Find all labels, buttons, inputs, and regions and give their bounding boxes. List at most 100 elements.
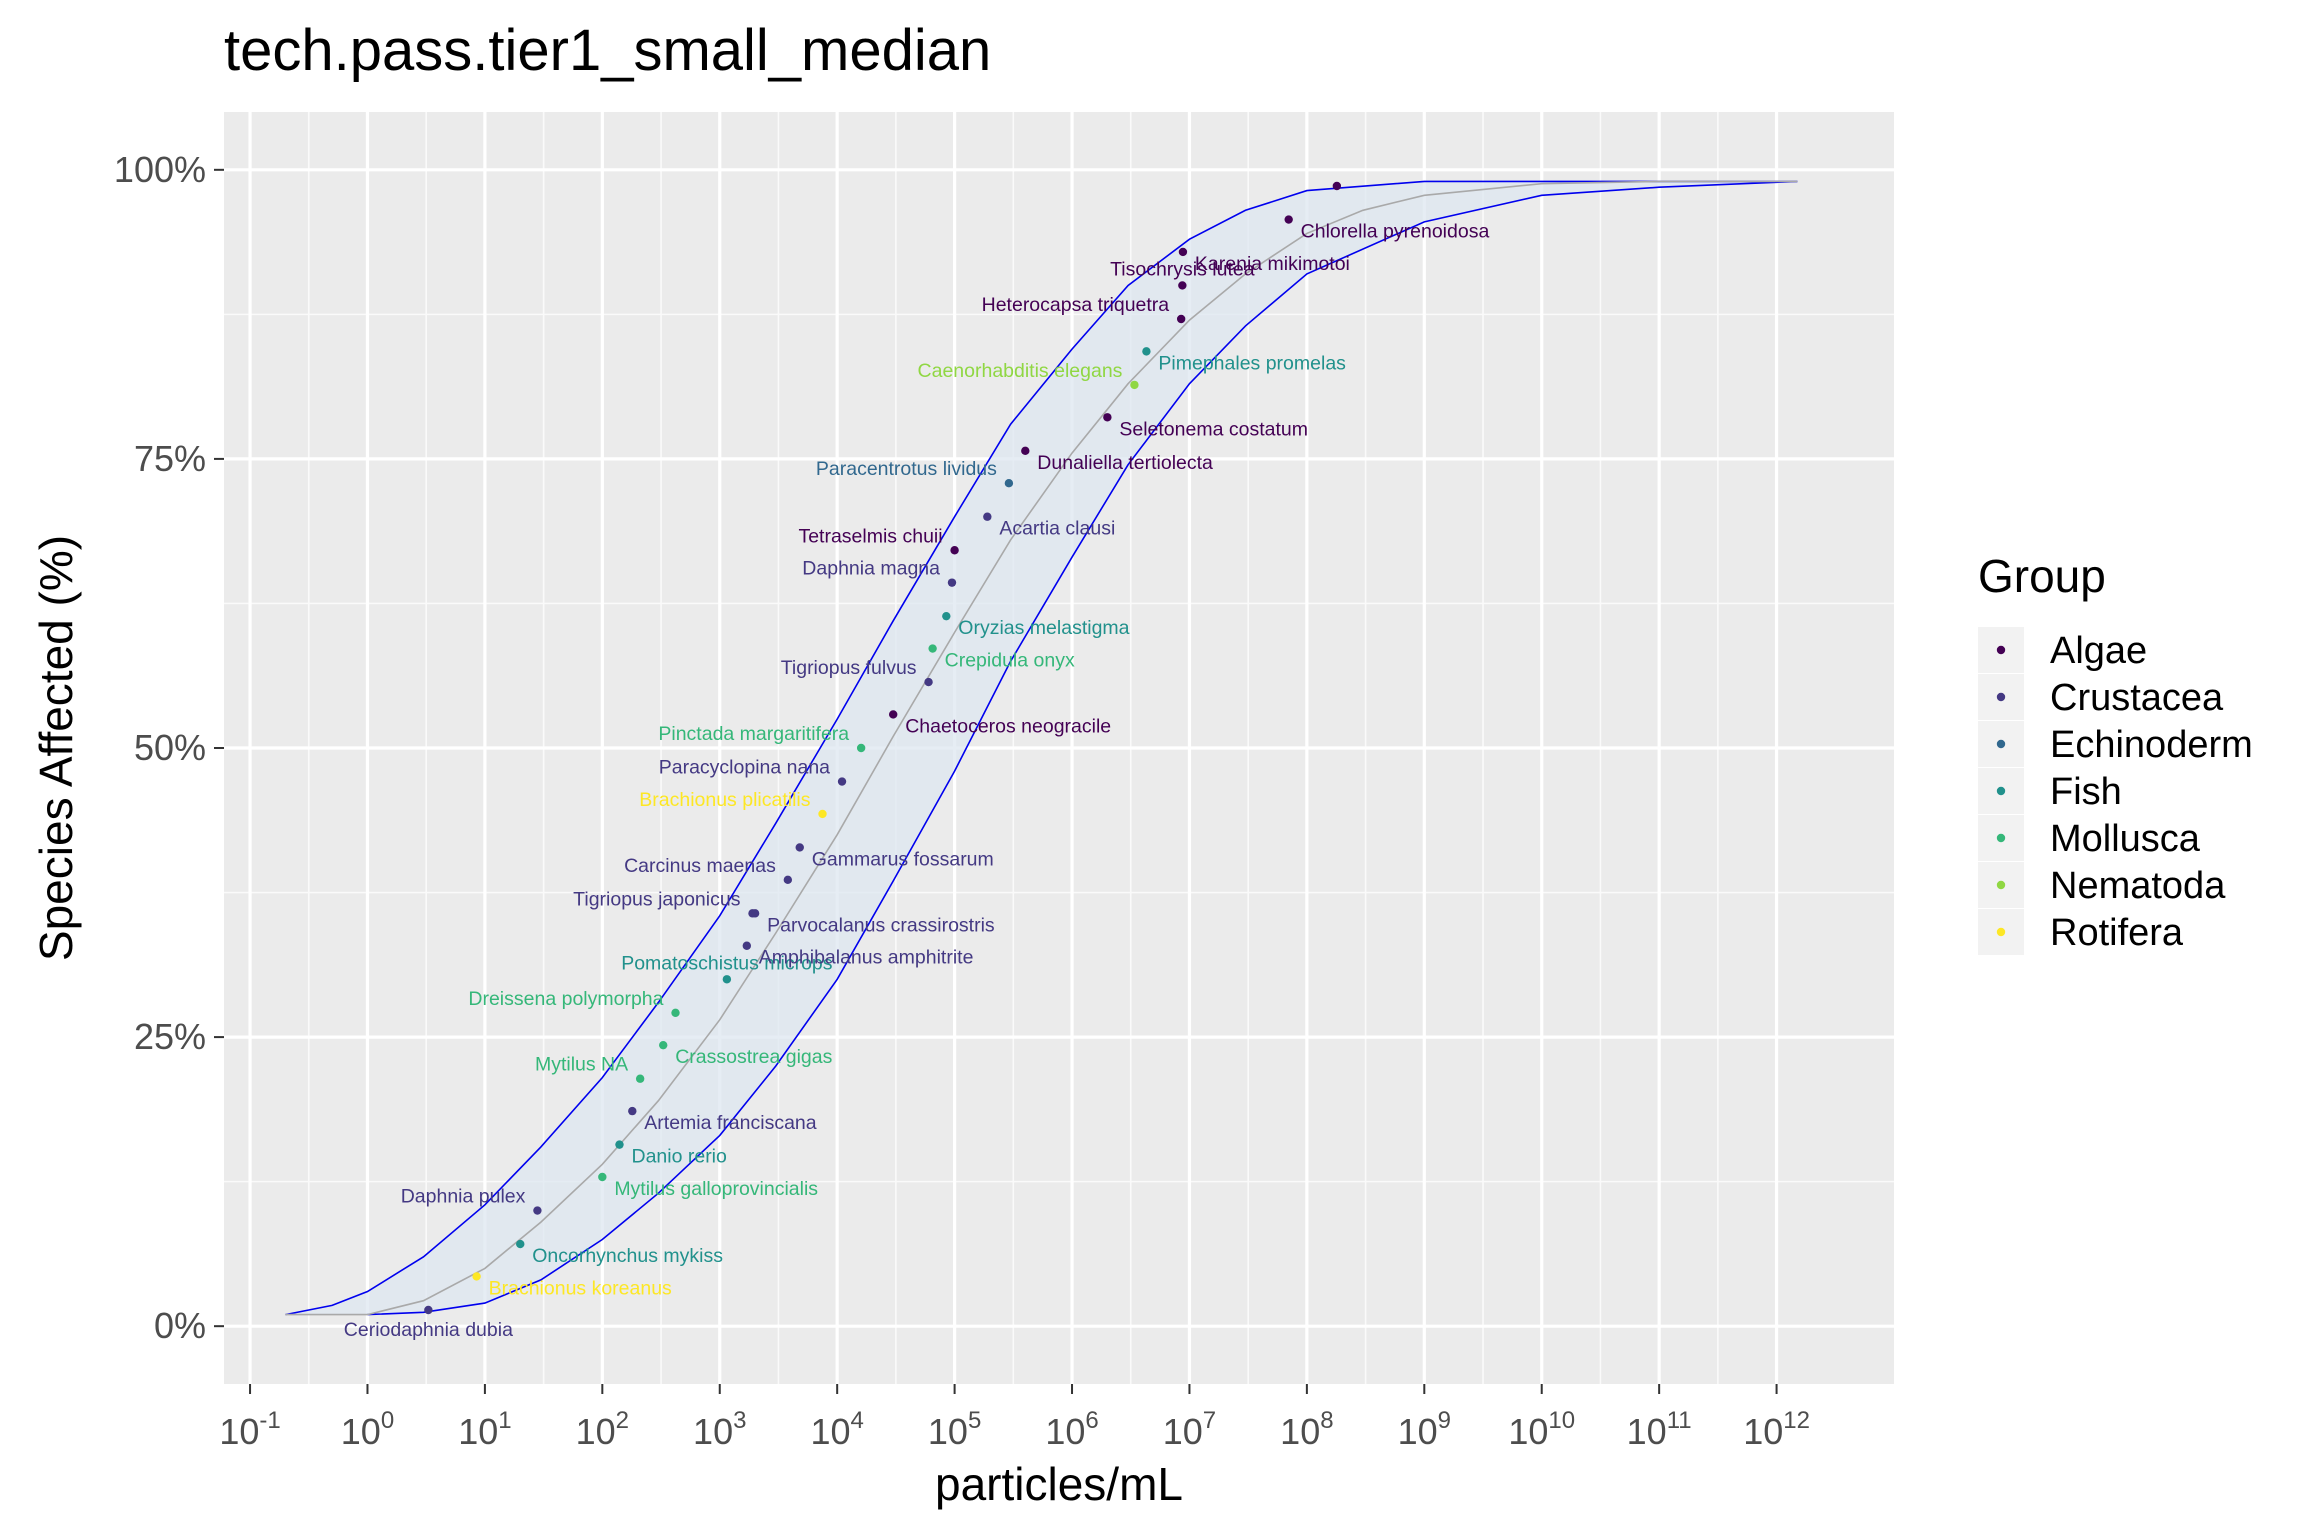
legend: Group Algae Crustacea Echinoderm Fish Mollus… xyxy=(1978,550,2253,955)
data-point xyxy=(889,710,898,719)
data-point xyxy=(659,1040,668,1050)
point-label: Tetraselmis chuii xyxy=(798,525,942,547)
x-tick-base: 10 xyxy=(1163,1411,1203,1452)
point-label: Chlorella pyrenoidosa xyxy=(1301,221,1490,243)
upper-band-line xyxy=(285,180,1798,1316)
point-label: Amphibalanus amphitrite xyxy=(759,947,974,969)
data-point xyxy=(983,512,992,521)
point-label: Pomatoschistus microps xyxy=(621,952,833,974)
data-point xyxy=(1176,314,1186,324)
data-point xyxy=(1142,347,1151,356)
confidence-band xyxy=(285,180,1798,1316)
x-tick-base: 10 xyxy=(1045,1411,1085,1452)
x-tick-exponent: 1 xyxy=(498,1407,511,1434)
x-tick-exponent: 3 xyxy=(733,1407,746,1434)
y-tick-label: 0% xyxy=(154,1305,206,1346)
fit-line xyxy=(285,180,1798,1316)
data-point xyxy=(950,546,959,555)
data-point xyxy=(533,1206,542,1215)
legend-swatch xyxy=(1996,786,2006,796)
data-point xyxy=(1178,281,1187,290)
legend-label: Fish xyxy=(2050,771,2122,813)
x-tick-exponent: 10 xyxy=(1548,1407,1575,1434)
data-point xyxy=(947,578,957,587)
data-point xyxy=(1130,380,1139,390)
point-label: Heterocapsa triquetra xyxy=(982,294,1170,316)
x-tick-base: 10 xyxy=(693,1411,733,1452)
data-point xyxy=(942,611,951,621)
x-axis-title: particles/mL xyxy=(935,1458,1183,1510)
x-tick-base: 10 xyxy=(219,1411,259,1452)
x-tick-base: 10 xyxy=(1743,1411,1783,1452)
x-tick-base: 10 xyxy=(1508,1411,1548,1452)
x-tick-label: 106 xyxy=(1045,1407,1098,1452)
point-label: Brachionus koreanus xyxy=(489,1277,672,1299)
data-point xyxy=(1284,215,1293,224)
x-tick-exponent: 9 xyxy=(1438,1407,1451,1434)
data-points xyxy=(424,181,1342,1315)
point-label: Tisochrysis lutea xyxy=(1110,258,1255,280)
point-label: Seletonema costatum xyxy=(1119,418,1308,440)
x-tick-label: 10-1 xyxy=(219,1407,280,1452)
data-point xyxy=(783,875,793,885)
data-point xyxy=(1332,181,1342,191)
data-point xyxy=(472,1272,481,1281)
point-label: Crassostrea gigas xyxy=(675,1046,832,1068)
x-tick-base: 10 xyxy=(458,1411,498,1452)
point-label: Daphnia pulex xyxy=(401,1186,526,1208)
legend-swatch xyxy=(1996,880,2006,890)
point-label: Brachionus plicatilis xyxy=(639,789,810,811)
point-label: Carcinus maenas xyxy=(624,855,776,877)
legend-label: Echinoderm xyxy=(2050,724,2253,766)
data-point xyxy=(1004,478,1014,488)
x-tick-label: 105 xyxy=(928,1407,981,1452)
point-label: Mytilus NA xyxy=(535,1054,628,1076)
data-point xyxy=(795,843,804,852)
x-tick-base: 10 xyxy=(1627,1411,1667,1452)
x-tick-label: 109 xyxy=(1398,1407,1451,1452)
point-label: Chaetoceros neogracile xyxy=(905,715,1111,737)
y-tick-label: 25% xyxy=(134,1016,206,1057)
x-tick-base: 10 xyxy=(928,1411,968,1452)
point-label: Parvocalanus crassirostris xyxy=(767,914,995,936)
x-tick-label: 1010 xyxy=(1508,1407,1575,1452)
point-label: Danio rerio xyxy=(631,1146,727,1168)
data-point xyxy=(598,1172,607,1182)
y-tick-label: 50% xyxy=(134,727,206,768)
lower-band-line xyxy=(367,180,1798,1316)
y-tick-label: 75% xyxy=(134,438,206,479)
data-point xyxy=(837,777,847,786)
point-label: Artemia franciscana xyxy=(644,1112,816,1134)
x-tick-exponent: 5 xyxy=(968,1407,981,1434)
fitted-curve xyxy=(285,180,1798,1316)
data-point xyxy=(928,644,937,653)
x-tick-label: 103 xyxy=(693,1407,746,1452)
legend-title: Group xyxy=(1978,550,2106,602)
point-label: Ceriodaphnia dubia xyxy=(344,1319,513,1341)
data-point xyxy=(628,1106,637,1116)
point-label: Oryzias melastigma xyxy=(958,617,1129,639)
point-label: Paracyclopina nana xyxy=(659,757,830,779)
y-axis-title: Species Affected (%) xyxy=(30,535,82,961)
data-point xyxy=(1103,413,1112,422)
legend-label: Crustacea xyxy=(2050,677,2224,719)
legend-swatch xyxy=(1996,739,2006,749)
point-label: Tigriopus fulvus xyxy=(781,657,917,679)
x-tick-base: 10 xyxy=(810,1411,850,1452)
x-tick-exponent: -1 xyxy=(259,1407,280,1434)
x-tick-label: 102 xyxy=(576,1407,629,1452)
x-tick-exponent: 8 xyxy=(1320,1407,1333,1434)
x-tick-label: 104 xyxy=(810,1407,863,1452)
point-label: Dreissena polymorpha xyxy=(468,988,663,1010)
data-point xyxy=(671,1008,680,1018)
data-point xyxy=(615,1140,624,1149)
point-label: Dunaliella tertiolecta xyxy=(1037,452,1213,474)
x-tick-label: 1011 xyxy=(1627,1407,1692,1452)
point-label: Mytilus galloprovincialis xyxy=(614,1178,818,1200)
point-label: Crepidula onyx xyxy=(945,650,1075,672)
x-tick-exponent: 0 xyxy=(381,1407,394,1434)
point-labels: Ceriodaphnia dubia Brachionus koreanus Onc… xyxy=(344,221,1490,1341)
data-point xyxy=(818,809,827,819)
x-tick-exponent: 2 xyxy=(616,1407,629,1434)
